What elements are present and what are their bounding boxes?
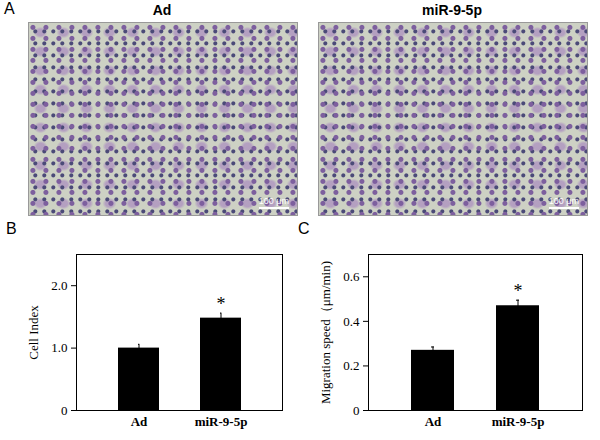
- html-text:miR-9-5p: miR-9-5p: [422, 2, 482, 18]
- svg-text:Ad: Ad: [425, 414, 442, 429]
- svg-text:0: 0: [353, 403, 360, 418]
- svg-text:Cell Index: Cell Index: [26, 305, 41, 360]
- html-text:B: B: [6, 220, 17, 237]
- svg-text:Ad: Ad: [131, 414, 148, 429]
- html-text:100 μm: 100 μm: [548, 196, 579, 206]
- html-text:Ad: Ad: [152, 2, 172, 18]
- svg-text:2.0: 2.0: [51, 278, 67, 293]
- html-text:C: C: [298, 220, 310, 237]
- svg-text:miR-9-5p: miR-9-5p: [195, 414, 248, 429]
- svg-text:*: *: [217, 294, 226, 314]
- svg-text:0.2: 0.2: [343, 358, 359, 373]
- svg-text:miR-9-5p: miR-9-5p: [492, 414, 545, 429]
- svg-text:Migration speed（μm/min): Migration speed（μm/min): [318, 261, 333, 404]
- svg-text:0.4: 0.4: [343, 314, 360, 329]
- svg-text:0.6: 0.6: [343, 269, 360, 284]
- svg-text:*: *: [514, 281, 523, 301]
- html-text:A: A: [4, 0, 15, 17]
- svg-text:0: 0: [61, 403, 68, 418]
- svg-text:1.0: 1.0: [51, 340, 67, 355]
- html-text:100 μm: 100 μm: [258, 196, 289, 206]
